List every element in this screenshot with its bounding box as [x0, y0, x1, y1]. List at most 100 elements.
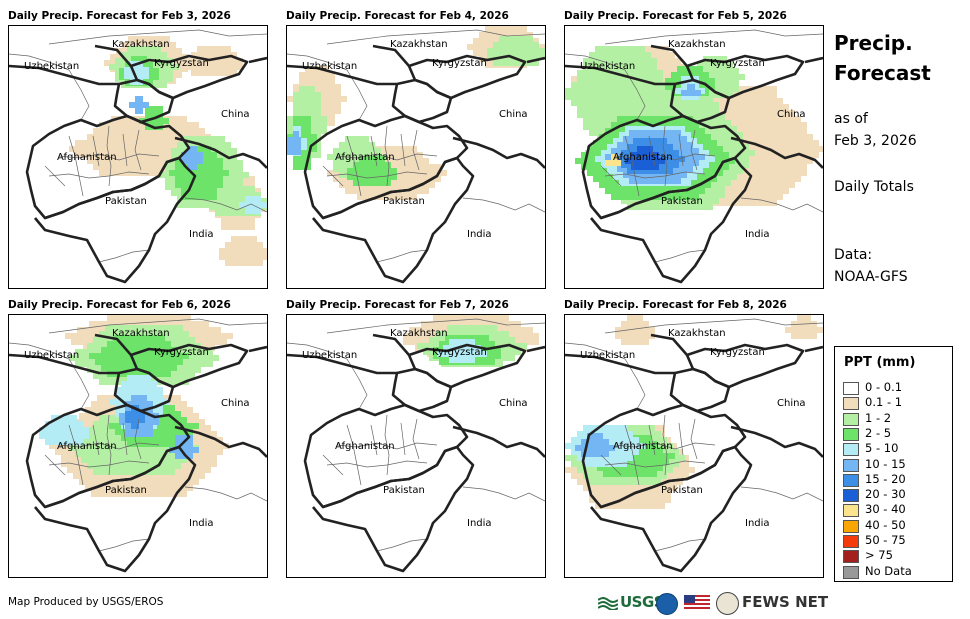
panel-title: Daily Precip. Forecast for Feb 5, 2026: [564, 10, 787, 22]
map-label-kyrgyzstan: Kyrgyzstan: [154, 58, 209, 69]
map-label-china: China: [221, 109, 250, 120]
map-label-uzbekistan: Uzbekistan: [302, 350, 358, 361]
forecast-panel: Daily Precip. Forecast for Feb 3, 2026 Ka…: [8, 10, 270, 290]
legend-label: 1 - 2: [865, 410, 892, 425]
usgs-logo-text: USGS: [620, 593, 665, 611]
usaid-seal-icon: [716, 592, 739, 615]
side-title-line1: Precip.: [834, 31, 913, 55]
map-label-afghanistan: Afghanistan: [613, 441, 673, 452]
map-label-pakistan: Pakistan: [383, 485, 425, 496]
panel-title: Daily Precip. Forecast for Feb 3, 2026: [8, 10, 231, 22]
forecast-panel: Daily Precip. Forecast for Feb 8, 2026 Ka…: [564, 299, 826, 579]
map-label-kyrgyzstan: Kyrgyzstan: [432, 347, 487, 358]
data-source-block: Data: NOAA-GFS: [834, 244, 908, 288]
precip-map: Kazakhstan Uzbekistan Kyrgyzstan China Afgha…: [564, 25, 824, 289]
legend-label: > 75: [865, 548, 893, 563]
legend-label: 15 - 20: [865, 471, 906, 486]
map-label-kazakhstan: Kazakhstan: [668, 328, 726, 339]
map-label-kazakhstan: Kazakhstan: [390, 39, 448, 50]
usgs-logo-icon: [598, 597, 618, 610]
legend-swatch: [843, 565, 859, 579]
legend-title: PPT (mm): [844, 355, 916, 370]
map-label-uzbekistan: Uzbekistan: [302, 61, 358, 72]
as-of-date: Feb 3, 2026: [834, 133, 917, 149]
map-label-kazakhstan: Kazakhstan: [112, 39, 170, 50]
legend-label: 50 - 75: [865, 533, 906, 547]
map-label-afghanistan: Afghanistan: [57, 441, 117, 452]
data-source: NOAA-GFS: [834, 269, 908, 285]
map-label-india: India: [467, 229, 492, 240]
legend-label: 20 - 30: [865, 487, 906, 502]
panel-title: Daily Precip. Forecast for Feb 6, 2026: [8, 299, 231, 311]
legend-label: 40 - 50: [865, 517, 906, 532]
legend-label: 0 - 0.1: [865, 380, 903, 394]
as-of-block: as of Feb 3, 2026: [834, 108, 917, 152]
forecast-panel: Daily Precip. Forecast for Feb 6, 2026 Ka…: [8, 299, 270, 579]
precip-map: Kazakhstan Uzbekistan Kyrgyzstan China Afgha…: [8, 25, 268, 289]
panel-title: Daily Precip. Forecast for Feb 8, 2026: [564, 299, 787, 311]
map-label-china: China: [777, 109, 806, 120]
map-label-uzbekistan: Uzbekistan: [24, 61, 80, 72]
map-label-pakistan: Pakistan: [105, 196, 147, 207]
legend-label: 0.1 - 1: [865, 395, 903, 410]
map-label-afghanistan: Afghanistan: [335, 152, 395, 163]
legend-label: 5 - 10: [865, 441, 899, 456]
map-label-kyrgyzstan: Kyrgyzstan: [710, 58, 765, 69]
panel-title: Daily Precip. Forecast for Feb 4, 2026: [286, 10, 509, 22]
precip-map: Kazakhstan Uzbekistan Kyrgyzstan China Afgha…: [8, 314, 268, 578]
forecast-panel: Daily Precip. Forecast for Feb 4, 2026 Ka…: [286, 10, 548, 290]
fews-net-logo: FEWS NET: [742, 593, 829, 611]
map-label-pakistan: Pakistan: [661, 196, 703, 207]
legend-swatch: [843, 443, 859, 457]
map-label-kyrgyzstan: Kyrgyzstan: [432, 58, 487, 69]
map-label-india: India: [745, 518, 770, 529]
legend-swatch: [843, 397, 859, 411]
map-label-afghanistan: Afghanistan: [335, 441, 395, 452]
forecast-panel: Daily Precip. Forecast for Feb 5, 2026 Ka…: [564, 10, 826, 290]
map-label-china: China: [777, 398, 806, 409]
legend-label: 10 - 15: [865, 456, 906, 471]
legend-swatch: [843, 504, 859, 518]
legend-label: 2 - 5: [865, 425, 892, 440]
map-label-china: China: [499, 398, 528, 409]
map-label-india: India: [189, 518, 214, 529]
map-label-kazakhstan: Kazakhstan: [390, 328, 448, 339]
map-label-kazakhstan: Kazakhstan: [668, 39, 726, 50]
map-label-afghanistan: Afghanistan: [613, 152, 673, 163]
legend-swatch: [843, 550, 859, 564]
map-label-uzbekistan: Uzbekistan: [24, 350, 80, 361]
legend-swatch: [843, 535, 859, 548]
map-label-india: India: [745, 229, 770, 240]
side-title: Precip. Forecast: [834, 28, 931, 88]
legend-swatch: [843, 412, 859, 426]
us-flag-icon: [684, 595, 710, 611]
legend-swatch: [843, 519, 859, 533]
side-title-line2: Forecast: [834, 61, 931, 85]
map-label-kyrgyzstan: Kyrgyzstan: [154, 347, 209, 358]
legend-label: No Data: [865, 563, 912, 578]
map-label-china: China: [499, 109, 528, 120]
legend-swatch: [843, 473, 859, 487]
panel-title: Daily Precip. Forecast for Feb 7, 2026: [286, 299, 509, 311]
map-label-afghanistan: Afghanistan: [57, 152, 117, 163]
map-label-uzbekistan: Uzbekistan: [580, 350, 636, 361]
daily-totals-label: Daily Totals: [834, 179, 914, 195]
map-label-china: China: [221, 398, 250, 409]
legend-label: 30 - 40: [865, 502, 906, 517]
precip-map: Kazakhstan Uzbekistan Kyrgyzstan China Afgha…: [286, 314, 546, 578]
precip-map: Kazakhstan Uzbekistan Kyrgyzstan China Afgha…: [286, 25, 546, 289]
forecast-panel: Daily Precip. Forecast for Feb 7, 2026 Ka…: [286, 299, 548, 579]
map-label-kyrgyzstan: Kyrgyzstan: [710, 347, 765, 358]
legend-swatch: [843, 427, 859, 441]
map-label-pakistan: Pakistan: [105, 485, 147, 496]
data-label: Data:: [834, 247, 873, 263]
map-label-kazakhstan: Kazakhstan: [112, 328, 170, 339]
legend-swatch: [843, 458, 859, 472]
map-label-pakistan: Pakistan: [661, 485, 703, 496]
map-label-india: India: [189, 229, 214, 240]
precip-map: Kazakhstan Uzbekistan Kyrgyzstan China Afgha…: [564, 314, 824, 578]
map-label-india: India: [467, 518, 492, 529]
map-label-pakistan: Pakistan: [383, 196, 425, 207]
legend-swatch: [843, 489, 859, 503]
